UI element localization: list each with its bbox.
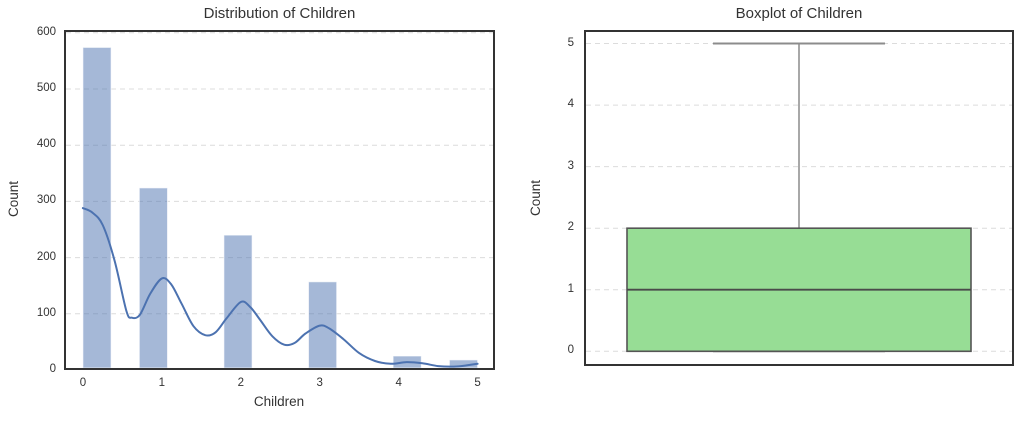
x-tick-label: 1 [158,377,166,389]
x-tick-label: 2 [237,377,245,389]
y-tick-label: 0 [567,344,574,357]
y-tick-label: 600 [36,25,56,38]
boxplot-ylabel: Count [528,179,543,217]
x-tick-label: 4 [395,377,402,389]
y-tick-label: 100 [36,306,56,319]
y-tick-label: 0 [49,363,56,375]
y-tick-label: 400 [36,138,56,151]
y-tick-label: 4 [567,98,574,111]
y-tick-label: 1 [567,282,574,295]
y-tick-label: 500 [36,82,56,94]
y-tick-label: 200 [36,250,56,263]
histogram-bar [82,46,112,369]
y-tick-label: 2 [567,221,574,234]
histogram-canvas [64,30,495,370]
boxplot-canvas [584,30,1014,366]
boxplot-title: Boxplot of Children [735,5,863,22]
y-tick-label: 300 [36,194,56,207]
y-tick-label: 3 [567,159,574,172]
histogram-title: Distribution of Children [203,5,356,22]
axes-border [584,30,1014,366]
x-tick-label: 0 [79,377,87,389]
axes-border [64,30,495,370]
x-tick-label: 3 [316,377,323,389]
y-tick-label: 5 [567,36,574,49]
histogram-bar [223,234,253,369]
x-tick-label: 5 [474,377,481,389]
histogram-xlabel: Children [253,394,305,409]
kde-curve [81,207,479,368]
